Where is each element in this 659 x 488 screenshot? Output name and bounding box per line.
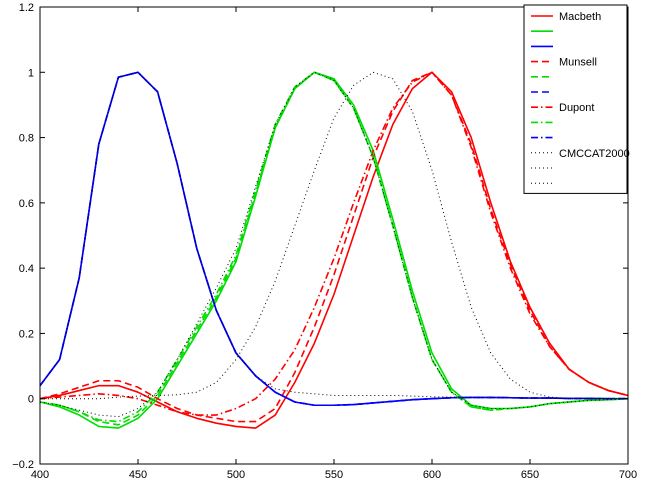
series-line-11 [40, 71, 628, 418]
series-line-4 [40, 71, 628, 423]
legend-label-10: CMCCAT2000 [559, 148, 630, 160]
axes: 400 450 500 550 600 650 700 −0.2 0 0.2 0.4 0.6 0.8 1 1… [12, 2, 637, 481]
y-tick-label: 0.6 [19, 198, 34, 210]
legend-label-1: Macbeth [559, 11, 601, 23]
x-tick-label: 400 [31, 469, 49, 481]
y-tick-label: −0.2 [12, 459, 34, 471]
legend-label-4: Munsell [559, 57, 597, 69]
x-tick-label: 600 [423, 469, 441, 481]
legend: Macbeth Munsell Dupont CMCCAT2000 [523, 4, 630, 194]
y-tick-label: 1 [28, 67, 34, 79]
x-tick-label: 550 [325, 469, 343, 481]
series-line-9 [40, 71, 628, 407]
legend-box [523, 4, 628, 194]
x-tick-label: 650 [521, 469, 539, 481]
plot-area [40, 71, 628, 429]
x-tick-label: 450 [129, 469, 147, 481]
legend-label-7: Dupont [559, 102, 594, 114]
series-line-1 [40, 71, 628, 429]
y-tick-label: 0.4 [19, 263, 34, 275]
y-tick-label: 0.2 [19, 328, 34, 340]
y-tick-label: 0.8 [19, 133, 34, 145]
y-tick-label: 0 [28, 394, 34, 406]
x-tick-label: 700 [619, 469, 637, 481]
x-tick-label: 500 [227, 469, 245, 481]
y-tick-label: 1.2 [19, 2, 34, 14]
